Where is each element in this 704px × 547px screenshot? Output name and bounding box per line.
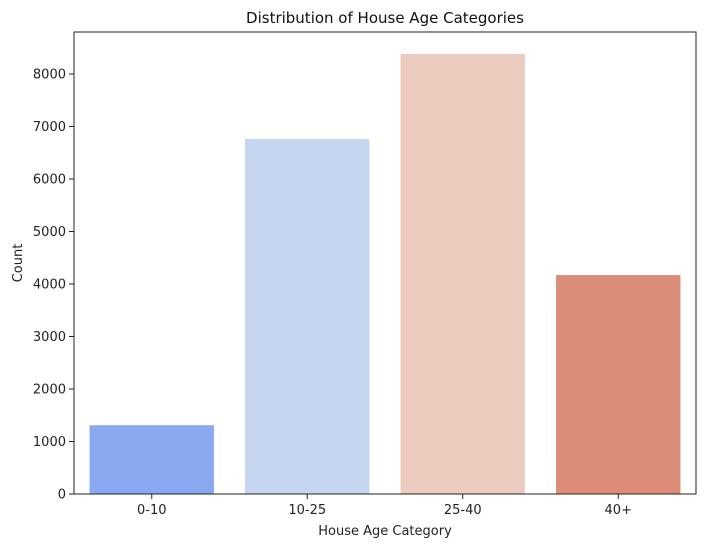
y-tick-label: 8000 (33, 68, 66, 83)
x-tick-label: 25-40 (444, 503, 482, 518)
x-axis: 0-10 10-25 25-40 40+ (137, 494, 632, 518)
chart-title: Distribution of House Age Categories (246, 9, 524, 27)
bar-0-10 (89, 425, 214, 494)
x-tick-label: 40+ (605, 503, 632, 518)
y-tick-label: 5000 (33, 225, 66, 240)
x-tick-label: 0-10 (137, 503, 167, 518)
plot-area-frame (73, 31, 697, 495)
x-axis-label: House Age Category (318, 524, 452, 539)
y-tick-label: 2000 (33, 383, 66, 398)
bar-25-40 (400, 54, 525, 495)
y-tick-label: 6000 (33, 173, 66, 188)
y-tick-label: 3000 (33, 330, 66, 345)
bars-group (89, 54, 681, 495)
bar-40+ (556, 275, 681, 494)
y-tick-label: 1000 (33, 435, 66, 450)
y-axis-label: Count (11, 244, 26, 283)
y-axis: 0 1000 2000 3000 4000 5000 6000 7000 8000 (33, 68, 74, 503)
bar-10-25 (245, 139, 370, 494)
y-tick-label: 7000 (33, 120, 66, 135)
y-tick-label: 4000 (33, 278, 66, 293)
x-tick-label: 10-25 (288, 503, 326, 518)
y-tick-label: 0 (58, 488, 66, 503)
